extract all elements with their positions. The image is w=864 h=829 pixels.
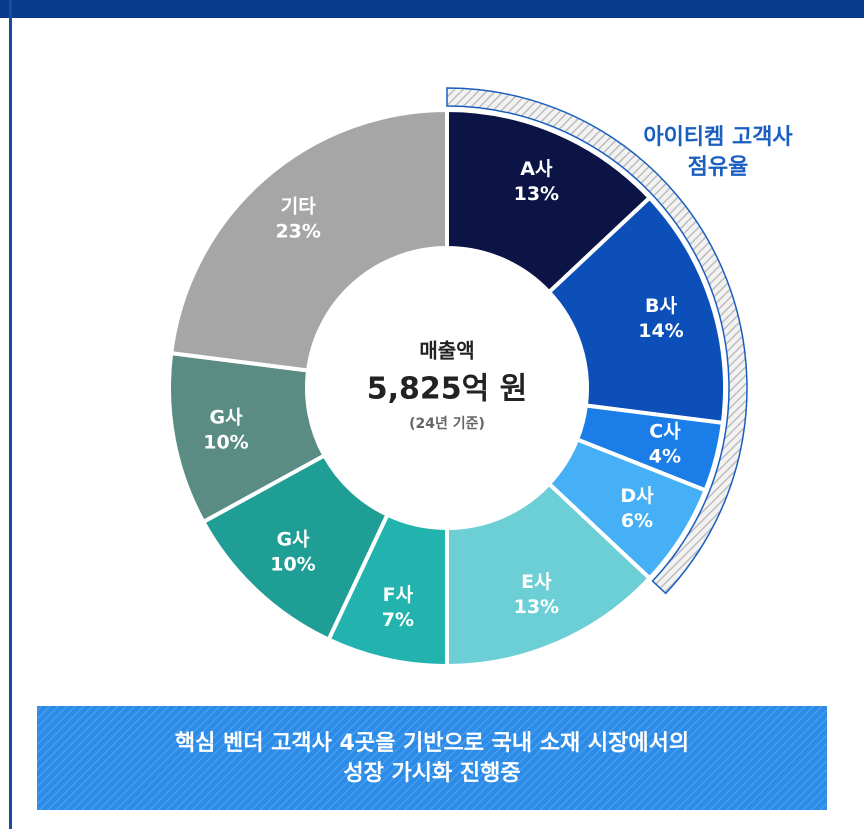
slice-label: A사 — [520, 158, 553, 180]
banner-text: 핵심 벤더 고객사 4곳을 기반으로 국내 소재 시장에서의 — [175, 731, 689, 756]
slice-value-label: 23% — [275, 221, 320, 243]
slice-label: E사 — [521, 571, 552, 593]
banner-text: 성장 가시화 진행중 — [343, 761, 520, 786]
donut-chart: A사 13% B사 14% C사 4% D사 6% E사 13% F사 7% G사 10% G사 10% 기타 2… — [167, 87, 793, 669]
slice-label: F사 — [383, 584, 414, 606]
center-label: 매출액 — [419, 339, 474, 363]
center-amount: 5,825억 원 — [367, 372, 528, 407]
slice-label: D사 — [620, 485, 654, 507]
slice-value-label: 10% — [203, 432, 248, 454]
slice — [445, 481, 653, 669]
slice-value-label: 7% — [382, 609, 414, 631]
slice — [168, 107, 449, 373]
top-bar — [0, 0, 864, 18]
slice-value-label: 4% — [649, 445, 681, 467]
slice-value-label: 13% — [514, 183, 559, 205]
slice-value-label: 6% — [621, 510, 653, 532]
slice-value-label: 10% — [270, 554, 315, 576]
slice-label: C사 — [649, 420, 681, 442]
left-border — [9, 0, 12, 829]
highlight-arc — [446, 87, 748, 595]
center-note: (24년 기준) — [409, 416, 485, 432]
slice — [546, 194, 727, 426]
annotation: 아이티켐 고객사 — [643, 125, 793, 150]
slice-label: G사 — [209, 407, 243, 429]
slice-label: B사 — [645, 295, 677, 317]
slice-value-label: 13% — [514, 596, 559, 618]
banner — [37, 706, 827, 810]
slice-value-label: 14% — [638, 320, 683, 342]
slice-label: 기타 — [281, 196, 316, 218]
slice — [445, 107, 653, 295]
slice-label: G사 — [276, 529, 310, 551]
annotation: 점유율 — [688, 155, 749, 180]
